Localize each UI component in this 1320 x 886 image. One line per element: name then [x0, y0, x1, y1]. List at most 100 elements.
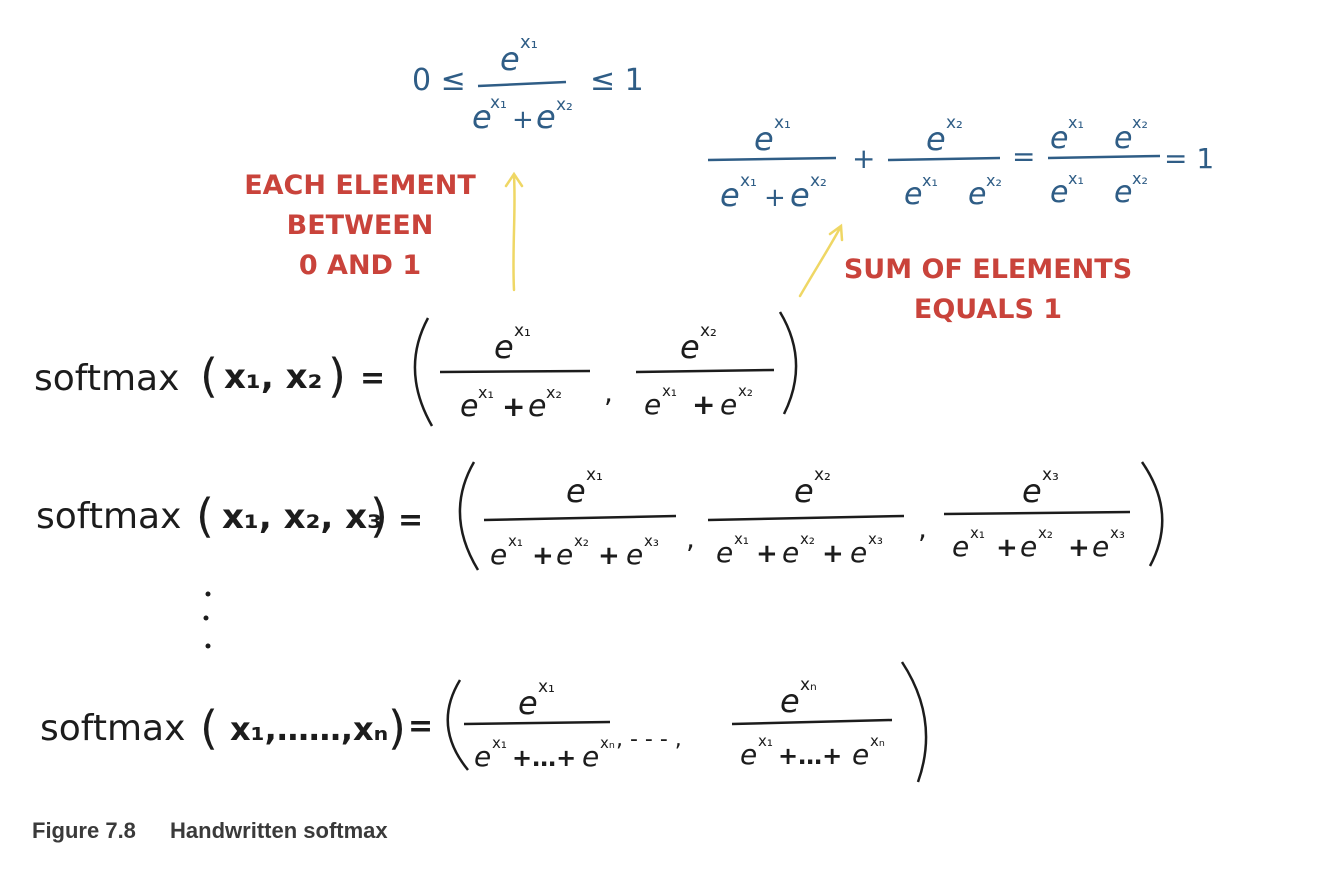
row3-fraction-bar-2 [731, 718, 893, 726]
figure-title: Handwritten softmax [170, 818, 388, 843]
svg-text:x₂: x₂ [700, 321, 717, 341]
svg-text:x₂: x₂ [814, 465, 831, 485]
softmax-row-2: softmax ( x₁, x₂ ) = e x₁ e x₁ + e x₂ , … [34, 311, 798, 427]
row3-args: x₁,……,xₙ [230, 710, 388, 748]
row1-big-paren-open [413, 317, 434, 427]
svg-text:e: e [460, 389, 478, 424]
svg-text:x₁: x₁ [492, 734, 507, 752]
svg-text:x₃: x₃ [868, 530, 883, 548]
svg-text:,: , [918, 512, 927, 545]
svg-text:x₁: x₁ [538, 677, 555, 697]
bounds-num-sup: x₁ [520, 32, 538, 53]
row1-fn: softmax [34, 358, 179, 399]
svg-text:,: , [686, 522, 695, 555]
svg-text:x₁: x₁ [514, 321, 531, 341]
row1-paren-close: ) [328, 349, 346, 403]
arrows [504, 171, 844, 298]
svg-text:x₂: x₂ [1038, 524, 1053, 542]
row1-fraction-bar-1 [439, 369, 591, 374]
svg-text:e: e [1050, 121, 1068, 156]
annotation-each-element: EACH ELEMENT BETWEEN 0 AND 1 [244, 170, 476, 281]
svg-text:e: e [794, 472, 814, 510]
svg-text:e: e [474, 740, 491, 773]
svg-text:e: e [782, 536, 799, 569]
svg-text:+: + [502, 390, 525, 423]
row3-big-paren-close [900, 661, 928, 783]
annotation-sum-line-2: EQUALS 1 [914, 294, 1062, 325]
annotation-line-3: 0 AND 1 [299, 250, 421, 281]
annotation-sum-of-elements: SUM OF ELEMENTS EQUALS 1 [844, 254, 1132, 325]
row2-fraction-bar-2 [707, 514, 905, 522]
bounds-num-e: e [500, 40, 520, 78]
row1-eq: = [360, 361, 385, 396]
row3-fn: softmax [40, 708, 185, 749]
svg-text:x₂: x₂ [1132, 169, 1148, 188]
svg-text:e: e [904, 177, 922, 212]
svg-text:e: e [720, 388, 737, 421]
svg-text:e: e [556, 538, 573, 571]
svg-text:e: e [1114, 175, 1132, 210]
bounds-fraction-bar [477, 80, 567, 88]
svg-text:x₁: x₁ [734, 530, 749, 548]
bounds-den-plus: + [512, 105, 534, 135]
bounds-den-e2: e [536, 98, 556, 136]
softmax-row-n: softmax ( x₁,……,xₙ ) = e x₁ e x₁ +…+ e x… [40, 661, 928, 783]
svg-text:+: + [756, 539, 778, 569]
svg-text:e: e [754, 120, 774, 158]
svg-text:x₁: x₁ [1068, 169, 1084, 188]
svg-text:xₙ: xₙ [600, 734, 615, 752]
arrow-diag-stem [798, 226, 842, 298]
arrow-up-head [504, 171, 524, 188]
svg-text:e: e [1114, 121, 1132, 156]
svg-text:x₁: x₁ [774, 113, 791, 133]
svg-text:x₂: x₂ [800, 530, 815, 548]
svg-text:x₁: x₁ [970, 524, 985, 542]
row1-paren-open: ( [200, 349, 218, 403]
svg-text:+: + [764, 183, 786, 213]
svg-text:e: e [1092, 530, 1109, 563]
bounds-formula: 0 ≤ e x₁ e x₁ + e x₂ ≤ 1 [412, 32, 644, 136]
row2-fraction-bar-1 [483, 514, 677, 522]
svg-text:e: e [1050, 175, 1068, 210]
svg-text:e: e [528, 389, 546, 424]
softmax-row-3: softmax ( x₁, x₂, x₃ ) = e x₁ e x₁ + e x… [36, 461, 1164, 571]
svg-text:x₂: x₂ [546, 383, 562, 402]
annotation-line-1: EACH ELEMENT [244, 170, 476, 201]
row2-fn: softmax [36, 496, 181, 537]
svg-text:e: e [494, 328, 514, 366]
svg-text:e: e [566, 472, 586, 510]
svg-text:e: e [968, 177, 986, 212]
row3-ellipsis: , - - - , [616, 727, 682, 752]
bounds-left-label: 0 ≤ [412, 63, 466, 98]
sum-fraction-bar-3 [1047, 154, 1161, 160]
svg-text:+…+: +…+ [512, 744, 576, 772]
sum-eq: = [1012, 140, 1035, 173]
bounds-den-e1: e [472, 98, 492, 136]
annotation-line-2: BETWEEN [287, 210, 434, 241]
figure-number: Figure 7.8 [32, 818, 136, 843]
svg-text:e: e [926, 120, 946, 158]
svg-text:x₃: x₃ [1110, 524, 1125, 542]
svg-text:x₂: x₂ [738, 382, 753, 400]
svg-text:e: e [1020, 530, 1037, 563]
svg-text:,: , [604, 376, 613, 409]
svg-text:x₂: x₂ [810, 171, 827, 191]
svg-text:e: e [518, 684, 538, 722]
row3-big-paren-open [446, 679, 469, 771]
sum-result: = 1 [1164, 142, 1214, 175]
svg-text:x₂: x₂ [574, 532, 589, 550]
svg-text:x₂: x₂ [986, 171, 1002, 190]
svg-text:e: e [952, 530, 969, 563]
svg-text:): ) [370, 489, 388, 543]
svg-text:x₁: x₁ [922, 171, 938, 190]
svg-text:e: e [582, 740, 599, 773]
svg-text:x₁: x₁ [586, 465, 603, 485]
figure-caption: Figure 7.8 Handwritten softmax [32, 818, 388, 844]
svg-text:e: e [780, 682, 800, 720]
sum-formula: e x₁ e x₁ + e x₂ + e x₂ e x₁ e x₂ = e x₁… [707, 113, 1214, 214]
bounds-den-sup1: x₁ [490, 93, 507, 113]
svg-text:x₃: x₃ [644, 532, 659, 550]
svg-text:e: e [852, 738, 869, 771]
svg-text:x₁: x₁ [662, 382, 677, 400]
svg-text:(: ( [200, 701, 218, 755]
